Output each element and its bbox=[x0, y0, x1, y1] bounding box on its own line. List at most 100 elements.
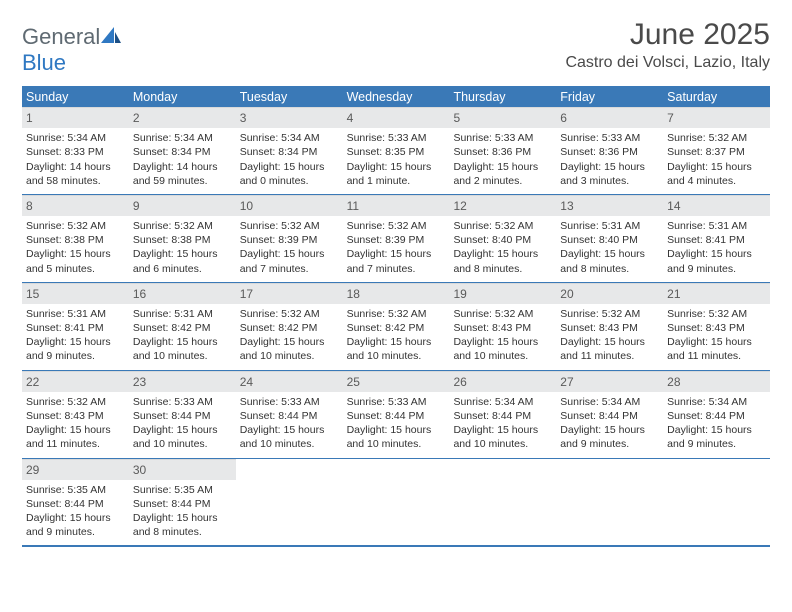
sunrise-text: Sunrise: 5:33 AM bbox=[133, 395, 232, 409]
day-cell: 19Sunrise: 5:32 AMSunset: 8:43 PMDayligh… bbox=[449, 283, 556, 370]
dow-wednesday: Wednesday bbox=[343, 87, 450, 107]
sunset-text: Sunset: 8:36 PM bbox=[453, 145, 552, 159]
daylight-text: Daylight: 15 hours and 3 minutes. bbox=[560, 160, 659, 188]
day-body: Sunrise: 5:33 AMSunset: 8:36 PMDaylight:… bbox=[449, 131, 556, 188]
daylight-text: Daylight: 15 hours and 8 minutes. bbox=[133, 511, 232, 539]
empty-cell bbox=[663, 459, 770, 546]
sunset-text: Sunset: 8:44 PM bbox=[560, 409, 659, 423]
week-row: 15Sunrise: 5:31 AMSunset: 8:41 PMDayligh… bbox=[22, 283, 770, 371]
sunrise-text: Sunrise: 5:34 AM bbox=[667, 395, 766, 409]
empty-cell bbox=[236, 459, 343, 546]
week-row: 8Sunrise: 5:32 AMSunset: 8:38 PMDaylight… bbox=[22, 195, 770, 283]
day-cell: 14Sunrise: 5:31 AMSunset: 8:41 PMDayligh… bbox=[663, 195, 770, 282]
sunset-text: Sunset: 8:44 PM bbox=[240, 409, 339, 423]
logo: General Blue bbox=[22, 18, 122, 76]
dow-monday: Monday bbox=[129, 87, 236, 107]
day-body: Sunrise: 5:34 AMSunset: 8:44 PMDaylight:… bbox=[663, 395, 770, 452]
logo-text-general: General bbox=[22, 24, 100, 49]
day-number: 1 bbox=[22, 107, 129, 128]
daylight-text: Daylight: 15 hours and 9 minutes. bbox=[560, 423, 659, 451]
sunset-text: Sunset: 8:44 PM bbox=[133, 497, 232, 511]
day-number: 15 bbox=[22, 283, 129, 304]
week-row: 1 Sunrise: 5:34 AMSunset: 8:33 PMDaylight… bbox=[22, 107, 770, 195]
day-number: 24 bbox=[236, 371, 343, 392]
day-cell: 17Sunrise: 5:32 AMSunset: 8:42 PMDayligh… bbox=[236, 283, 343, 370]
sunrise-text: Sunrise: 5:33 AM bbox=[560, 131, 659, 145]
day-body: Sunrise: 5:31 AMSunset: 8:41 PMDaylight:… bbox=[663, 219, 770, 276]
sunset-text: Sunset: 8:43 PM bbox=[453, 321, 552, 335]
sunset-text: Sunset: 8:44 PM bbox=[453, 409, 552, 423]
sunrise-text: Sunrise: 5:32 AM bbox=[240, 219, 339, 233]
day-cell: 12Sunrise: 5:32 AMSunset: 8:40 PMDayligh… bbox=[449, 195, 556, 282]
day-cell: 28 Sunrise: 5:34 AMSunset: 8:44 PMDayligh… bbox=[663, 371, 770, 458]
day-body: Sunrise: 5:34 AMSunset: 8:34 PMDaylight:… bbox=[129, 131, 236, 188]
dow-sunday: Sunday bbox=[22, 87, 129, 107]
day-body: Sunrise: 5:32 AMSunset: 8:38 PMDaylight:… bbox=[129, 219, 236, 276]
daylight-text: Daylight: 15 hours and 7 minutes. bbox=[347, 247, 446, 275]
day-number: 28 bbox=[663, 371, 770, 392]
day-number: 2 bbox=[129, 107, 236, 128]
daylight-text: Daylight: 15 hours and 10 minutes. bbox=[453, 423, 552, 451]
day-number: 16 bbox=[129, 283, 236, 304]
daylight-text: Daylight: 15 hours and 10 minutes. bbox=[133, 335, 232, 363]
day-number: 13 bbox=[556, 195, 663, 216]
day-cell: 8Sunrise: 5:32 AMSunset: 8:38 PMDaylight… bbox=[22, 195, 129, 282]
day-number: 20 bbox=[556, 283, 663, 304]
sunset-text: Sunset: 8:34 PM bbox=[240, 145, 339, 159]
day-body: Sunrise: 5:32 AMSunset: 8:42 PMDaylight:… bbox=[343, 307, 450, 364]
sunset-text: Sunset: 8:43 PM bbox=[26, 409, 125, 423]
day-body: Sunrise: 5:33 AMSunset: 8:35 PMDaylight:… bbox=[343, 131, 450, 188]
sunset-text: Sunset: 8:41 PM bbox=[667, 233, 766, 247]
day-body: Sunrise: 5:32 AMSunset: 8:43 PMDaylight:… bbox=[449, 307, 556, 364]
week-row: 22Sunrise: 5:32 AMSunset: 8:43 PMDayligh… bbox=[22, 371, 770, 459]
sunset-text: Sunset: 8:43 PM bbox=[560, 321, 659, 335]
daylight-text: Daylight: 15 hours and 4 minutes. bbox=[667, 160, 766, 188]
day-body: Sunrise: 5:32 AMSunset: 8:39 PMDaylight:… bbox=[343, 219, 450, 276]
day-cell: 1 Sunrise: 5:34 AMSunset: 8:33 PMDaylight… bbox=[22, 107, 129, 194]
day-cell: 11Sunrise: 5:32 AMSunset: 8:39 PMDayligh… bbox=[343, 195, 450, 282]
day-body: Sunrise: 5:32 AMSunset: 8:43 PMDaylight:… bbox=[22, 395, 129, 452]
empty-cell bbox=[343, 459, 450, 546]
sunrise-text: Sunrise: 5:33 AM bbox=[347, 395, 446, 409]
day-cell: 18Sunrise: 5:32 AMSunset: 8:42 PMDayligh… bbox=[343, 283, 450, 370]
sunset-text: Sunset: 8:35 PM bbox=[347, 145, 446, 159]
day-number: 21 bbox=[663, 283, 770, 304]
day-body: Sunrise: 5:31 AMSunset: 8:42 PMDaylight:… bbox=[129, 307, 236, 364]
sunset-text: Sunset: 8:41 PM bbox=[26, 321, 125, 335]
daylight-text: Daylight: 15 hours and 0 minutes. bbox=[240, 160, 339, 188]
daylight-text: Daylight: 15 hours and 1 minute. bbox=[347, 160, 446, 188]
sunrise-text: Sunrise: 5:35 AM bbox=[133, 483, 232, 497]
daylight-text: Daylight: 15 hours and 10 minutes. bbox=[347, 423, 446, 451]
day-number: 9 bbox=[129, 195, 236, 216]
day-body: Sunrise: 5:34 AMSunset: 8:33 PMDaylight:… bbox=[22, 131, 129, 188]
daylight-text: Daylight: 15 hours and 10 minutes. bbox=[133, 423, 232, 451]
day-number: 7 bbox=[663, 107, 770, 128]
sunset-text: Sunset: 8:36 PM bbox=[560, 145, 659, 159]
day-cell: 15Sunrise: 5:31 AMSunset: 8:41 PMDayligh… bbox=[22, 283, 129, 370]
day-cell: 24Sunrise: 5:33 AMSunset: 8:44 PMDayligh… bbox=[236, 371, 343, 458]
header-right: June 2025 Castro dei Volsci, Lazio, Ital… bbox=[565, 18, 770, 72]
day-body: Sunrise: 5:35 AMSunset: 8:44 PMDaylight:… bbox=[129, 483, 236, 540]
day-body: Sunrise: 5:34 AMSunset: 8:34 PMDaylight:… bbox=[236, 131, 343, 188]
day-cell: 6Sunrise: 5:33 AMSunset: 8:36 PMDaylight… bbox=[556, 107, 663, 194]
day-body: Sunrise: 5:32 AMSunset: 8:38 PMDaylight:… bbox=[22, 219, 129, 276]
daylight-text: Daylight: 15 hours and 10 minutes. bbox=[347, 335, 446, 363]
calendar: Sunday Monday Tuesday Wednesday Thursday… bbox=[22, 86, 770, 547]
day-number: 17 bbox=[236, 283, 343, 304]
day-body: Sunrise: 5:32 AMSunset: 8:40 PMDaylight:… bbox=[449, 219, 556, 276]
day-cell: 9 Sunrise: 5:32 AMSunset: 8:38 PMDaylight… bbox=[129, 195, 236, 282]
week-row: 29Sunrise: 5:35 AMSunset: 8:44 PMDayligh… bbox=[22, 459, 770, 546]
day-body: Sunrise: 5:34 AMSunset: 8:44 PMDaylight:… bbox=[449, 395, 556, 452]
day-number: 22 bbox=[22, 371, 129, 392]
sunset-text: Sunset: 8:34 PM bbox=[133, 145, 232, 159]
logo-sail-icon bbox=[100, 26, 122, 49]
sunrise-text: Sunrise: 5:32 AM bbox=[26, 395, 125, 409]
sunrise-text: Sunrise: 5:34 AM bbox=[240, 131, 339, 145]
day-body: Sunrise: 5:33 AMSunset: 8:44 PMDaylight:… bbox=[343, 395, 450, 452]
sunrise-text: Sunrise: 5:31 AM bbox=[667, 219, 766, 233]
day-number: 30 bbox=[129, 459, 236, 480]
day-cell: 20Sunrise: 5:32 AMSunset: 8:43 PMDayligh… bbox=[556, 283, 663, 370]
day-cell: 16 Sunrise: 5:31 AMSunset: 8:42 PMDayligh… bbox=[129, 283, 236, 370]
day-body: Sunrise: 5:34 AMSunset: 8:44 PMDaylight:… bbox=[556, 395, 663, 452]
day-cell: 27Sunrise: 5:34 AMSunset: 8:44 PMDayligh… bbox=[556, 371, 663, 458]
